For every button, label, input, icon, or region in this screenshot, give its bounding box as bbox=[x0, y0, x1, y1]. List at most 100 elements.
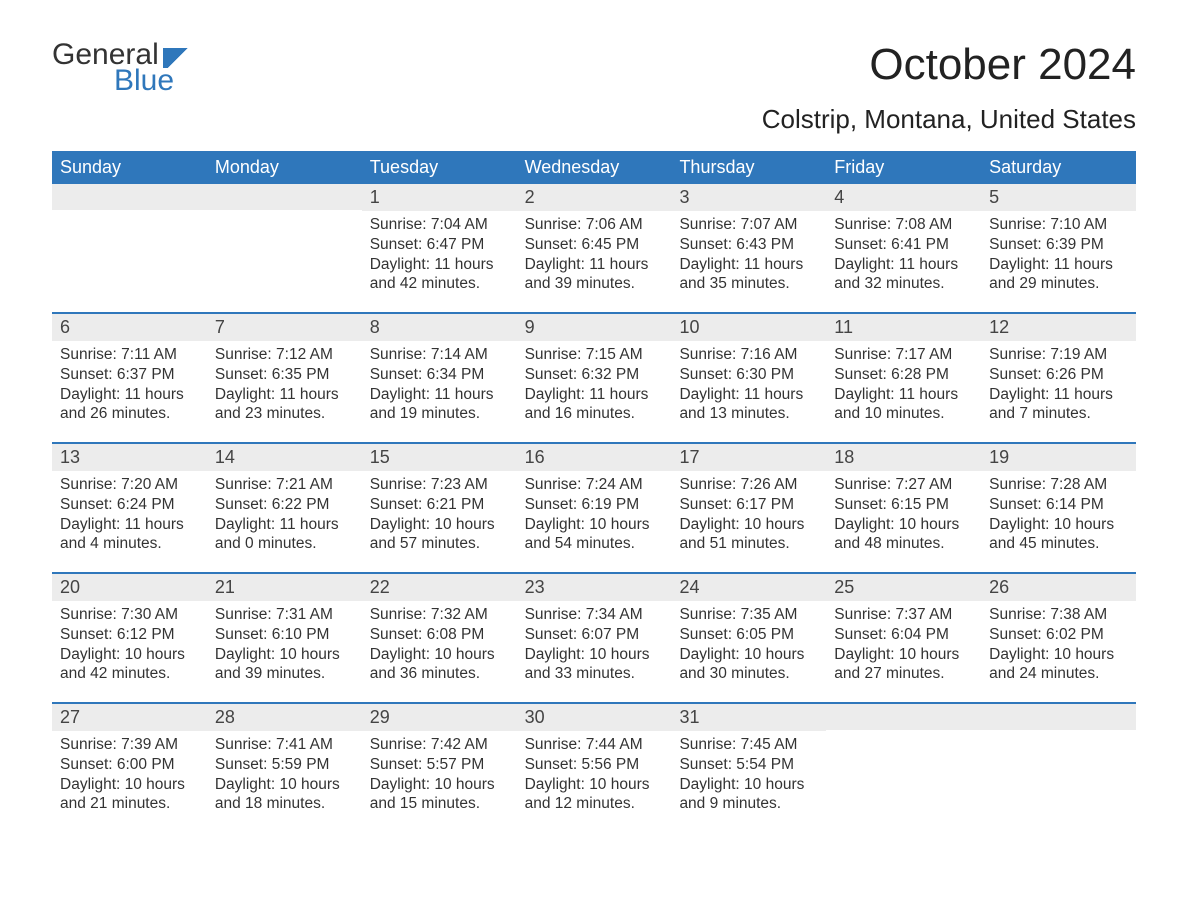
day-body: Sunrise: 7:39 AMSunset: 6:00 PMDaylight:… bbox=[52, 731, 207, 814]
day-cell: 14Sunrise: 7:21 AMSunset: 6:22 PMDayligh… bbox=[207, 444, 362, 572]
daylight-line1: Daylight: 11 hours bbox=[834, 385, 973, 405]
daylight-line2: and 4 minutes. bbox=[60, 534, 199, 554]
daylight-line2: and 23 minutes. bbox=[215, 404, 354, 424]
day-cell: 8Sunrise: 7:14 AMSunset: 6:34 PMDaylight… bbox=[362, 314, 517, 442]
daylight-line2: and 45 minutes. bbox=[989, 534, 1128, 554]
daylight-line1: Daylight: 10 hours bbox=[679, 645, 818, 665]
day-cell: 9Sunrise: 7:15 AMSunset: 6:32 PMDaylight… bbox=[517, 314, 672, 442]
calendar: SundayMondayTuesdayWednesdayThursdayFrid… bbox=[52, 151, 1136, 832]
day-cell: 30Sunrise: 7:44 AMSunset: 5:56 PMDayligh… bbox=[517, 704, 672, 832]
day-cell: 18Sunrise: 7:27 AMSunset: 6:15 PMDayligh… bbox=[826, 444, 981, 572]
daylight-line2: and 9 minutes. bbox=[679, 794, 818, 814]
day-number: 22 bbox=[362, 574, 517, 601]
day-cell: 5Sunrise: 7:10 AMSunset: 6:39 PMDaylight… bbox=[981, 184, 1136, 312]
daylight-line1: Daylight: 10 hours bbox=[60, 645, 199, 665]
day-body: Sunrise: 7:24 AMSunset: 6:19 PMDaylight:… bbox=[517, 471, 672, 554]
sunrise-line: Sunrise: 7:15 AM bbox=[525, 345, 664, 365]
day-cell: 29Sunrise: 7:42 AMSunset: 5:57 PMDayligh… bbox=[362, 704, 517, 832]
daylight-line2: and 26 minutes. bbox=[60, 404, 199, 424]
day-number: 3 bbox=[671, 184, 826, 211]
sunrise-line: Sunrise: 7:11 AM bbox=[60, 345, 199, 365]
flag-icon bbox=[163, 48, 193, 68]
daylight-line2: and 54 minutes. bbox=[525, 534, 664, 554]
daylight-line1: Daylight: 11 hours bbox=[989, 255, 1128, 275]
sunrise-line: Sunrise: 7:07 AM bbox=[679, 215, 818, 235]
daylight-line1: Daylight: 11 hours bbox=[525, 385, 664, 405]
day-cell: 4Sunrise: 7:08 AMSunset: 6:41 PMDaylight… bbox=[826, 184, 981, 312]
day-number bbox=[52, 184, 207, 210]
daylight-line2: and 16 minutes. bbox=[525, 404, 664, 424]
sunset-line: Sunset: 5:57 PM bbox=[370, 755, 509, 775]
day-number: 9 bbox=[517, 314, 672, 341]
sunset-line: Sunset: 6:35 PM bbox=[215, 365, 354, 385]
sunrise-line: Sunrise: 7:44 AM bbox=[525, 735, 664, 755]
day-number bbox=[981, 704, 1136, 730]
sunrise-line: Sunrise: 7:37 AM bbox=[834, 605, 973, 625]
dow-cell: Friday bbox=[826, 151, 981, 184]
day-body: Sunrise: 7:20 AMSunset: 6:24 PMDaylight:… bbox=[52, 471, 207, 554]
day-body: Sunrise: 7:30 AMSunset: 6:12 PMDaylight:… bbox=[52, 601, 207, 684]
daylight-line1: Daylight: 10 hours bbox=[834, 645, 973, 665]
logo: General Blue bbox=[52, 40, 193, 96]
sunrise-line: Sunrise: 7:06 AM bbox=[525, 215, 664, 235]
day-body: Sunrise: 7:07 AMSunset: 6:43 PMDaylight:… bbox=[671, 211, 826, 294]
day-number: 10 bbox=[671, 314, 826, 341]
day-number: 13 bbox=[52, 444, 207, 471]
day-body: Sunrise: 7:06 AMSunset: 6:45 PMDaylight:… bbox=[517, 211, 672, 294]
daylight-line1: Daylight: 10 hours bbox=[215, 645, 354, 665]
daylight-line1: Daylight: 10 hours bbox=[525, 515, 664, 535]
header: General Blue October 2024 bbox=[52, 40, 1136, 96]
day-number: 1 bbox=[362, 184, 517, 211]
day-body: Sunrise: 7:28 AMSunset: 6:14 PMDaylight:… bbox=[981, 471, 1136, 554]
dow-cell: Monday bbox=[207, 151, 362, 184]
day-number: 23 bbox=[517, 574, 672, 601]
day-number: 18 bbox=[826, 444, 981, 471]
day-cell: 23Sunrise: 7:34 AMSunset: 6:07 PMDayligh… bbox=[517, 574, 672, 702]
sunrise-line: Sunrise: 7:26 AM bbox=[679, 475, 818, 495]
daylight-line2: and 42 minutes. bbox=[370, 274, 509, 294]
day-cell: 6Sunrise: 7:11 AMSunset: 6:37 PMDaylight… bbox=[52, 314, 207, 442]
daylight-line1: Daylight: 11 hours bbox=[60, 385, 199, 405]
sunset-line: Sunset: 6:04 PM bbox=[834, 625, 973, 645]
day-body: Sunrise: 7:26 AMSunset: 6:17 PMDaylight:… bbox=[671, 471, 826, 554]
day-number: 6 bbox=[52, 314, 207, 341]
daylight-line1: Daylight: 10 hours bbox=[989, 515, 1128, 535]
sunrise-line: Sunrise: 7:16 AM bbox=[679, 345, 818, 365]
daylight-line2: and 30 minutes. bbox=[679, 664, 818, 684]
daylight-line1: Daylight: 10 hours bbox=[60, 775, 199, 795]
day-body: Sunrise: 7:44 AMSunset: 5:56 PMDaylight:… bbox=[517, 731, 672, 814]
daylight-line1: Daylight: 10 hours bbox=[370, 645, 509, 665]
daylight-line2: and 0 minutes. bbox=[215, 534, 354, 554]
daylight-line1: Daylight: 10 hours bbox=[525, 775, 664, 795]
sunset-line: Sunset: 6:14 PM bbox=[989, 495, 1128, 515]
sunset-line: Sunset: 5:59 PM bbox=[215, 755, 354, 775]
dow-cell: Tuesday bbox=[362, 151, 517, 184]
sunset-line: Sunset: 6:21 PM bbox=[370, 495, 509, 515]
daylight-line1: Daylight: 11 hours bbox=[679, 385, 818, 405]
sunset-line: Sunset: 6:45 PM bbox=[525, 235, 664, 255]
daylight-line2: and 19 minutes. bbox=[370, 404, 509, 424]
sunrise-line: Sunrise: 7:45 AM bbox=[679, 735, 818, 755]
sunset-line: Sunset: 6:07 PM bbox=[525, 625, 664, 645]
daylight-line1: Daylight: 11 hours bbox=[215, 385, 354, 405]
day-cell: 2Sunrise: 7:06 AMSunset: 6:45 PMDaylight… bbox=[517, 184, 672, 312]
sunrise-line: Sunrise: 7:41 AM bbox=[215, 735, 354, 755]
sunset-line: Sunset: 6:43 PM bbox=[679, 235, 818, 255]
sunrise-line: Sunrise: 7:27 AM bbox=[834, 475, 973, 495]
daylight-line2: and 48 minutes. bbox=[834, 534, 973, 554]
day-body: Sunrise: 7:34 AMSunset: 6:07 PMDaylight:… bbox=[517, 601, 672, 684]
daylight-line1: Daylight: 10 hours bbox=[989, 645, 1128, 665]
dow-cell: Wednesday bbox=[517, 151, 672, 184]
sunrise-line: Sunrise: 7:08 AM bbox=[834, 215, 973, 235]
day-cell: 31Sunrise: 7:45 AMSunset: 5:54 PMDayligh… bbox=[671, 704, 826, 832]
day-number: 14 bbox=[207, 444, 362, 471]
sunrise-line: Sunrise: 7:28 AM bbox=[989, 475, 1128, 495]
sunrise-line: Sunrise: 7:20 AM bbox=[60, 475, 199, 495]
day-body: Sunrise: 7:31 AMSunset: 6:10 PMDaylight:… bbox=[207, 601, 362, 684]
daylight-line2: and 42 minutes. bbox=[60, 664, 199, 684]
day-body: Sunrise: 7:32 AMSunset: 6:08 PMDaylight:… bbox=[362, 601, 517, 684]
day-body: Sunrise: 7:08 AMSunset: 6:41 PMDaylight:… bbox=[826, 211, 981, 294]
week-row: 13Sunrise: 7:20 AMSunset: 6:24 PMDayligh… bbox=[52, 442, 1136, 572]
day-number: 7 bbox=[207, 314, 362, 341]
dow-cell: Saturday bbox=[981, 151, 1136, 184]
